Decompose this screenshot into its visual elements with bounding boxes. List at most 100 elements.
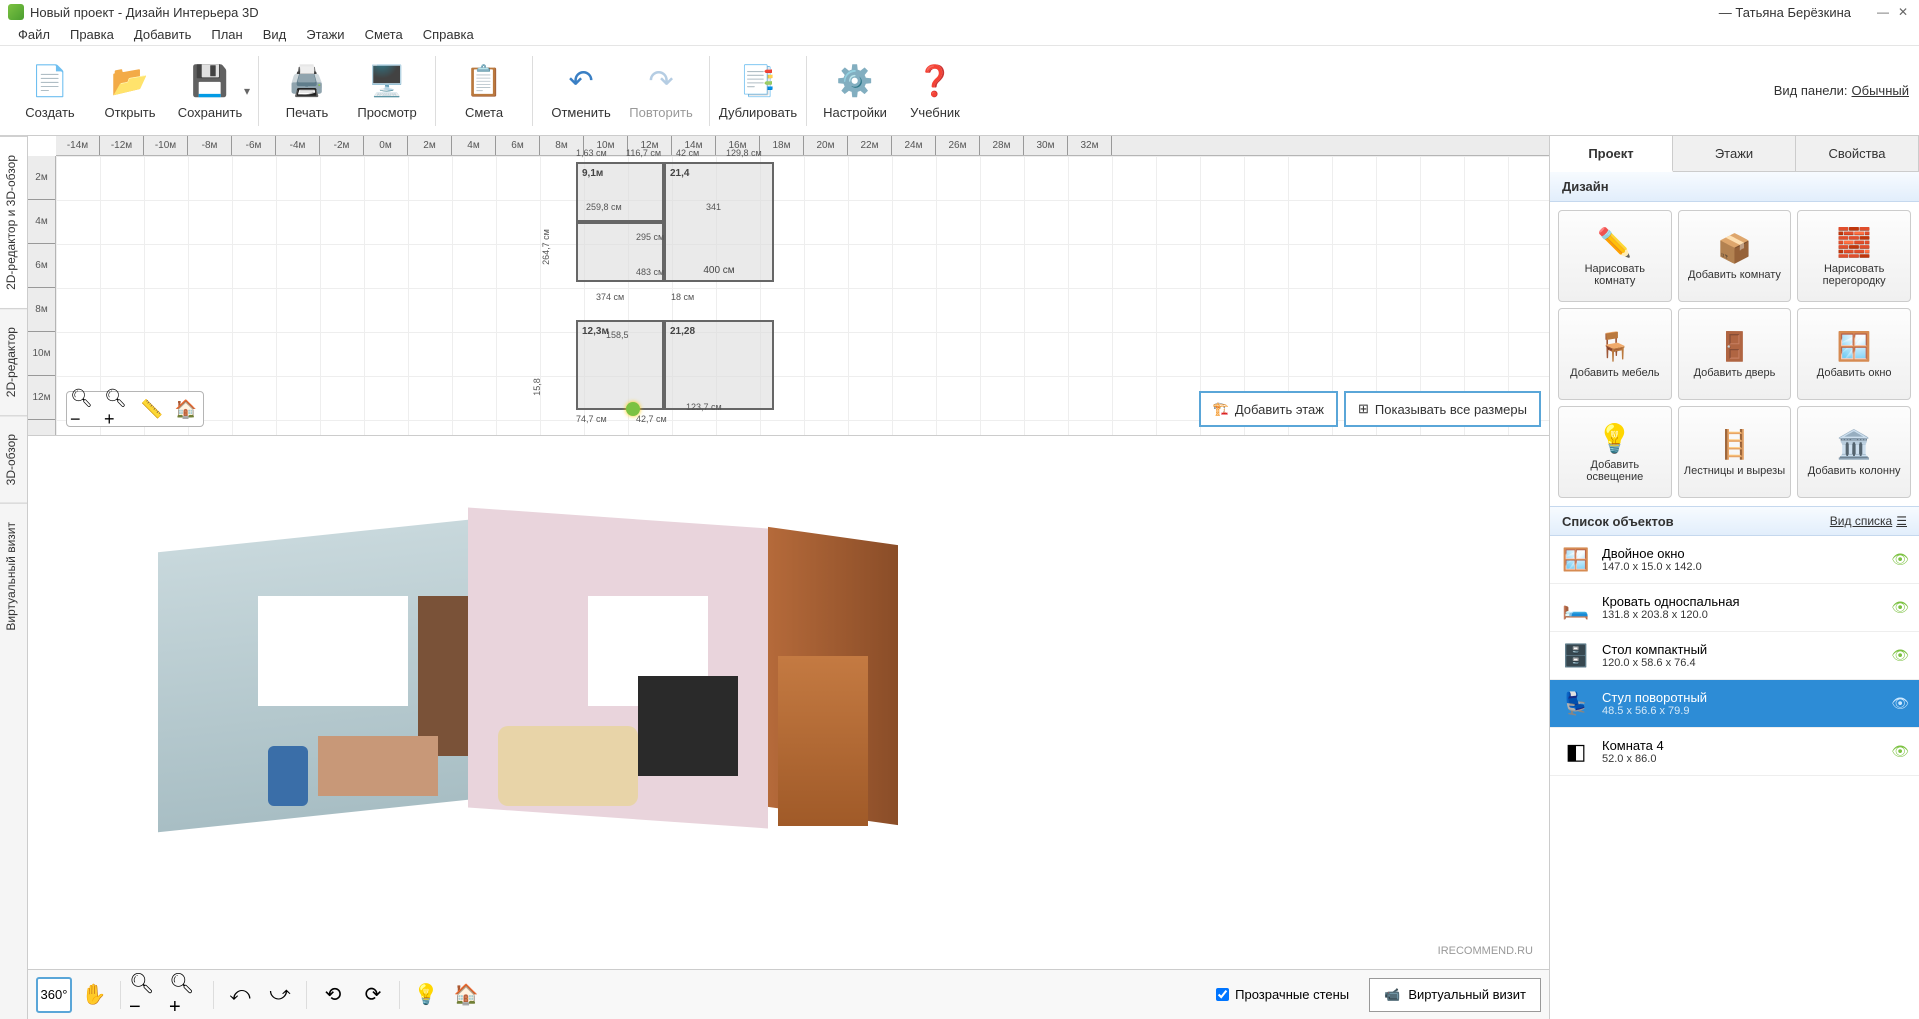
open-folder-icon: 📂 (110, 61, 150, 101)
tool-label: Добавить окно (1817, 367, 1892, 379)
object-list-item[interactable]: 🛏️Кровать односпальная131.8 x 203.8 x 12… (1550, 584, 1919, 632)
visibility-eye-icon[interactable]: 👁 (1891, 695, 1909, 712)
ruler-tick: -8м (188, 136, 232, 155)
ruler-tick: 2м (28, 156, 55, 200)
sofa-3d (498, 726, 638, 806)
transparent-walls-checkbox[interactable]: Прозрачные стены (1216, 987, 1349, 1002)
ruler-tick: -6м (232, 136, 276, 155)
floorplan-room[interactable]: 9,1м (576, 162, 664, 222)
object-list-item[interactable]: 💺Стул поворотный48.5 x 56.6 x 79.9👁 (1550, 680, 1919, 728)
section-design-header: Дизайн (1550, 172, 1919, 202)
design-tool-button[interactable]: 🚪Добавить дверь (1678, 308, 1792, 400)
save-dropdown-icon[interactable]: ▾ (244, 84, 250, 98)
tilt-left-button[interactable]: ⟲ (315, 977, 351, 1013)
home-3d-button[interactable]: 🏠 (448, 977, 484, 1013)
rotate-left-button[interactable]: ⤺ (222, 977, 258, 1013)
visibility-eye-icon[interactable]: 👁 (1891, 599, 1909, 616)
object-name: Стол компактный (1602, 642, 1881, 657)
object-thumb-icon: 🛏️ (1560, 592, 1592, 624)
design-tool-button[interactable]: 💡Добавить освещение (1558, 406, 1672, 498)
visibility-eye-icon[interactable]: 👁 (1891, 647, 1909, 664)
watermark: IRECOMMEND.RU (1432, 943, 1539, 959)
main-toolbar: 📄Создать 📂Открыть 💾Сохранить ▾ 🖨️Печать … (0, 46, 1919, 136)
menu-plan[interactable]: План (201, 25, 252, 44)
menu-add[interactable]: Добавить (124, 25, 201, 44)
lighting-button[interactable]: 💡 (408, 977, 444, 1013)
vertical-ruler: 2м4м6м8м10м12м4м (28, 156, 56, 435)
tilt-right-button[interactable]: ⟳ (355, 977, 391, 1013)
pane-3d: IRECOMMEND.RU 360° ✋ 🔍︎− 🔍︎+ ⤺ ⤻ ⟲ ⟳ 💡 🏠… (28, 436, 1549, 1019)
visibility-eye-icon[interactable]: 👁 (1891, 551, 1909, 568)
visibility-eye-icon[interactable]: 👁 (1891, 743, 1909, 760)
pan-button[interactable]: ✋ (76, 977, 112, 1013)
open-button[interactable]: 📂Открыть (90, 57, 170, 124)
redo-button[interactable]: ↷Повторить (621, 57, 701, 124)
home-view-button[interactable]: 🏠 (172, 395, 200, 423)
ruler-tick: -12м (100, 136, 144, 155)
menu-help[interactable]: Справка (413, 25, 484, 44)
design-tool-button[interactable]: 🏛️Добавить колонну (1797, 406, 1911, 498)
ruler-tick: 4м (452, 136, 496, 155)
tool-label: Лестницы и вырезы (1684, 465, 1785, 477)
design-tool-button[interactable]: 🪟 Добавить окно (1797, 308, 1911, 400)
add-floor-button[interactable]: 🏗️Добавить этаж (1199, 391, 1338, 427)
save-icon: 💾 (190, 61, 230, 101)
canvas-3d[interactable]: IRECOMMEND.RU (28, 436, 1549, 969)
preview-button[interactable]: 🖥️Просмотр (347, 57, 427, 124)
tab-3d-view[interactable]: 3D-обзор (0, 415, 27, 503)
menu-file[interactable]: Файл (8, 25, 60, 44)
tool-icon: 🪟 (1837, 330, 1872, 363)
tab-floors[interactable]: Этажи (1673, 136, 1796, 171)
show-dimensions-button[interactable]: ⊞Показывать все размеры (1344, 391, 1541, 427)
ruler-tick: 6м (28, 244, 55, 288)
tab-virtual-visit[interactable]: Виртуальный визит (0, 503, 27, 649)
minimize-icon[interactable]: — (1875, 4, 1891, 20)
tab-properties[interactable]: Свойства (1796, 136, 1919, 171)
menu-view[interactable]: Вид (253, 25, 297, 44)
design-tool-button[interactable]: ✏️Нарисовать комнату (1558, 210, 1672, 302)
tab-project[interactable]: Проект (1550, 136, 1673, 172)
object-name: Стул поворотный (1602, 690, 1881, 705)
ruler-tick: -14м (56, 136, 100, 155)
view-list-toggle[interactable]: Вид списка ☰ (1830, 514, 1907, 528)
print-button[interactable]: 🖨️Печать (267, 57, 347, 124)
piano-3d (638, 676, 738, 776)
floorplan-room[interactable]: 21,28 (664, 320, 774, 410)
monitor-icon: 🖥️ (367, 61, 407, 101)
zoom-in-3d-button[interactable]: 🔍︎+ (169, 977, 205, 1013)
menu-edit[interactable]: Правка (60, 25, 124, 44)
tool-label: Нарисовать перегородку (1802, 263, 1906, 287)
object-list-item[interactable]: ◧Комната 452.0 x 86.0👁 (1550, 728, 1919, 776)
tutorial-button[interactable]: ❓Учебник (895, 57, 975, 124)
design-tool-button[interactable]: 📦Добавить комнату (1678, 210, 1792, 302)
settings-button[interactable]: ⚙️Настройки (815, 57, 895, 124)
floorplan[interactable]: 9,1м21,4400 см12,3м21,281,63 см116,7 см4… (576, 162, 776, 422)
object-list-item[interactable]: 🪟Двойное окно147.0 x 15.0 x 142.0👁 (1550, 536, 1919, 584)
zoom-out-button[interactable]: 🔍︎− (70, 395, 98, 423)
ruler-tick: 4м (28, 200, 55, 244)
estimate-button[interactable]: 📋Смета (444, 57, 524, 124)
design-tool-button[interactable]: 🪜Лестницы и вырезы (1678, 406, 1792, 498)
menu-estimate[interactable]: Смета (355, 25, 413, 44)
save-button[interactable]: 💾Сохранить (170, 57, 250, 124)
duplicate-button[interactable]: 📑Дублировать (718, 57, 798, 124)
undo-button[interactable]: ↶Отменить (541, 57, 621, 124)
zoom-out-3d-button[interactable]: 🔍︎− (129, 977, 165, 1013)
object-list-item[interactable]: 🗄️Стол компактный120.0 x 58.6 x 76.4👁 (1550, 632, 1919, 680)
design-tool-button[interactable]: 🪑Добавить мебель (1558, 308, 1672, 400)
menu-floors[interactable]: Этажи (296, 25, 354, 44)
selection-marker-icon[interactable] (626, 402, 640, 416)
design-tool-button[interactable]: 🧱 Нарисовать перегородку (1797, 210, 1911, 302)
tool-icon: 🧱 (1837, 226, 1872, 259)
floorplan-room[interactable]: 21,4400 см (664, 162, 774, 282)
zoom-in-button[interactable]: 🔍︎+ (104, 395, 132, 423)
panel-view-selector[interactable]: Вид панели: Обычный (1774, 83, 1909, 98)
create-button[interactable]: 📄Создать (10, 57, 90, 124)
close-icon[interactable]: ✕ (1895, 4, 1911, 20)
rotate-360-button[interactable]: 360° (36, 977, 72, 1013)
virtual-visit-button[interactable]: 📹Виртуальный визит (1369, 978, 1541, 1012)
tab-2d-3d-view[interactable]: 2D-редактор и 3D-обзор (0, 136, 27, 308)
tab-2d-editor[interactable]: 2D-редактор (0, 308, 27, 415)
rotate-right-button[interactable]: ⤻ (262, 977, 298, 1013)
measure-button[interactable]: 📏 (138, 395, 166, 423)
